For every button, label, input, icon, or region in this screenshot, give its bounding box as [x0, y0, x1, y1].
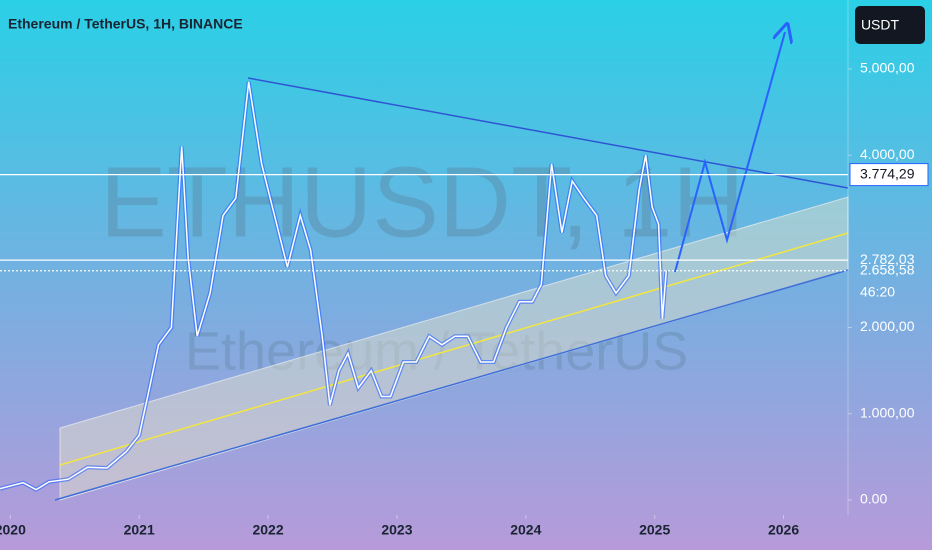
price-level-box: [849, 163, 929, 187]
triangle-line: [247, 77, 849, 189]
x-tick-label: 2021: [124, 522, 155, 538]
channel-middle: [59, 232, 849, 466]
x-tick-label: 2023: [381, 522, 412, 538]
price-line: [0, 81, 668, 491]
chart-title: Ethereum / TetherUS, 1H, BINANCE: [8, 16, 243, 32]
price-level-label: 2.782,03: [860, 251, 915, 267]
projection-arrow: [674, 32, 785, 273]
countdown: 46:20: [860, 283, 895, 299]
y-tick-label: 5.000,00: [860, 60, 915, 76]
currency-button-bg[interactable]: [855, 6, 925, 44]
y-tick-label: 2.000,00: [860, 318, 915, 334]
x-tick-label: 2022: [252, 522, 283, 538]
y-tick-label: 1.000,00: [860, 404, 915, 420]
channel-lower: [54, 269, 849, 501]
x-tick-label: 2024: [510, 522, 541, 538]
price-level-label: 3.774,29: [860, 165, 915, 181]
x-tick-label: 2025: [639, 522, 670, 538]
x-tick-label: 2026: [768, 522, 799, 538]
price-level-label: 2.658,58: [860, 261, 915, 277]
currency-button[interactable]: USDT: [855, 6, 925, 44]
y-tick-label: 0.00: [860, 491, 887, 507]
y-tick-label: 4.000,00: [860, 146, 915, 162]
currency-button-label[interactable]: USDT: [861, 17, 900, 33]
watermark-subtitle: Ethereum / TetherUS: [185, 321, 688, 381]
